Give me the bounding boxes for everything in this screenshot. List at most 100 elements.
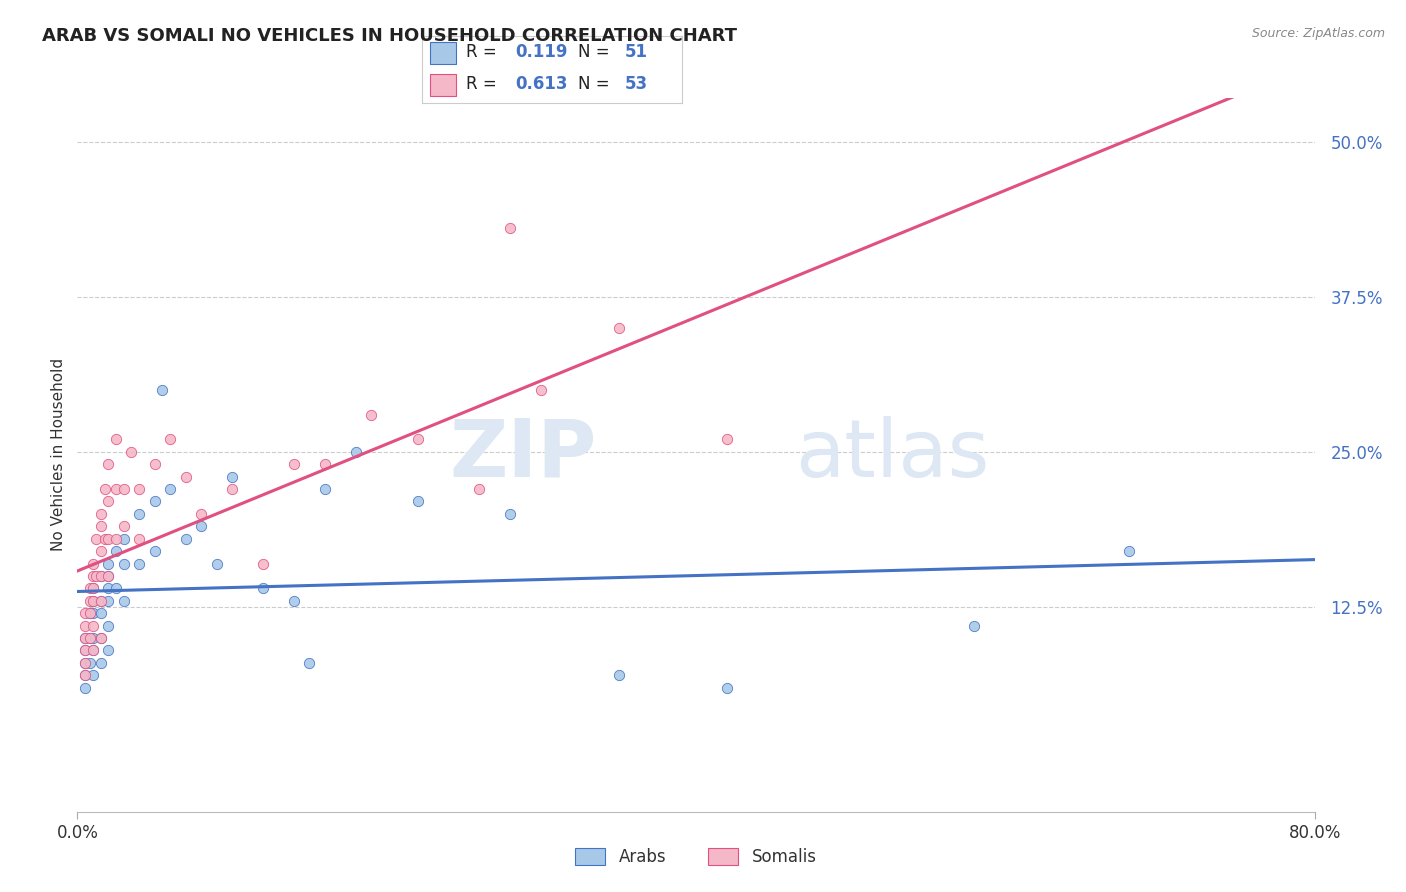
Point [84, 532, 107, 546]
Point [82, 593, 104, 607]
Text: 0.613: 0.613 [516, 75, 568, 93]
Point [344, 445, 367, 459]
Point [174, 469, 197, 483]
Point [128, 482, 150, 496]
Point [112, 593, 135, 607]
Point [205, 557, 228, 571]
Point [252, 582, 274, 596]
Text: 51: 51 [624, 44, 648, 62]
Point [152, 383, 174, 397]
Point [90, 656, 111, 670]
Point [607, 668, 630, 682]
Point [406, 433, 429, 447]
Point [82, 668, 104, 682]
Point [75, 643, 96, 657]
Point [82, 618, 104, 632]
Point [75, 681, 96, 695]
Point [159, 433, 181, 447]
Point [97, 494, 120, 508]
Point [82, 631, 104, 645]
Text: 0.119: 0.119 [516, 44, 568, 62]
Text: atlas: atlas [794, 416, 990, 494]
Text: ZIP: ZIP [450, 416, 598, 494]
Point [79, 606, 101, 620]
Point [94, 532, 117, 546]
Text: 53: 53 [624, 75, 648, 93]
Point [105, 532, 127, 546]
Point [79, 593, 101, 607]
Point [406, 494, 429, 508]
Point [190, 519, 212, 533]
Point [79, 582, 101, 596]
Point [90, 593, 111, 607]
Point [82, 582, 104, 596]
Point [105, 482, 127, 496]
Point [97, 643, 120, 657]
Point [468, 482, 491, 496]
Point [97, 569, 120, 583]
FancyBboxPatch shape [430, 42, 456, 64]
Point [97, 582, 120, 596]
Point [79, 606, 101, 620]
Point [221, 469, 243, 483]
Point [174, 532, 197, 546]
Point [105, 544, 127, 558]
Point [716, 433, 738, 447]
Point [143, 544, 166, 558]
Point [75, 656, 96, 670]
Text: N =: N = [578, 75, 614, 93]
Point [112, 532, 135, 546]
Text: R =: R = [465, 44, 502, 62]
Point [128, 532, 150, 546]
Point [716, 681, 738, 695]
Point [283, 593, 305, 607]
Point [82, 643, 104, 657]
Point [84, 569, 107, 583]
Point [75, 643, 96, 657]
Point [75, 618, 96, 632]
Text: R =: R = [465, 75, 502, 93]
Point [94, 482, 117, 496]
Point [499, 507, 522, 521]
Point [105, 582, 127, 596]
Point [314, 457, 336, 471]
Y-axis label: No Vehicles in Household: No Vehicles in Household [51, 359, 66, 551]
Point [112, 519, 135, 533]
Point [159, 482, 181, 496]
Point [90, 519, 111, 533]
Point [221, 482, 243, 496]
FancyBboxPatch shape [430, 74, 456, 96]
Point [252, 557, 274, 571]
Point [82, 593, 104, 607]
Point [75, 631, 96, 645]
Point [360, 408, 382, 422]
Point [75, 656, 96, 670]
Point [499, 221, 522, 235]
Point [82, 569, 104, 583]
Point [112, 557, 135, 571]
Point [82, 582, 104, 596]
Point [97, 557, 120, 571]
Point [97, 569, 120, 583]
Point [90, 569, 111, 583]
Point [90, 631, 111, 645]
Point [97, 618, 120, 632]
Point [75, 668, 96, 682]
Point [90, 631, 111, 645]
Point [105, 433, 127, 447]
Text: N =: N = [578, 44, 614, 62]
Point [90, 507, 111, 521]
Text: Source: ZipAtlas.com: Source: ZipAtlas.com [1251, 27, 1385, 40]
Point [90, 544, 111, 558]
Point [97, 457, 120, 471]
Point [90, 593, 111, 607]
Point [314, 482, 336, 496]
Point [82, 643, 104, 657]
Point [79, 656, 101, 670]
Point [75, 631, 96, 645]
Text: ARAB VS SOMALI NO VEHICLES IN HOUSEHOLD CORRELATION CHART: ARAB VS SOMALI NO VEHICLES IN HOUSEHOLD … [42, 27, 737, 45]
Point [128, 507, 150, 521]
Point [82, 606, 104, 620]
Legend: Arabs, Somalis: Arabs, Somalis [567, 840, 825, 875]
Point [121, 445, 143, 459]
